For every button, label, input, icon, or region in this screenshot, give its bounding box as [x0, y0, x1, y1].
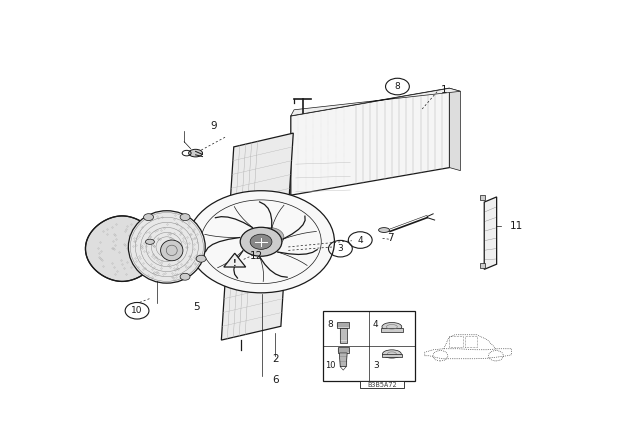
Text: 3: 3 [337, 244, 343, 253]
Text: !: ! [233, 258, 237, 267]
Text: 7: 7 [387, 233, 394, 243]
Ellipse shape [180, 214, 190, 220]
Text: 2: 2 [273, 354, 279, 364]
Circle shape [209, 195, 330, 280]
Polygon shape [221, 133, 293, 340]
Polygon shape [449, 88, 460, 171]
Text: B3B5A72: B3B5A72 [367, 382, 397, 388]
Ellipse shape [145, 239, 154, 244]
Text: 5: 5 [193, 302, 200, 312]
FancyBboxPatch shape [480, 263, 484, 268]
Ellipse shape [143, 214, 154, 220]
Text: 6: 6 [273, 375, 279, 385]
Text: 1: 1 [441, 85, 448, 95]
Text: 4: 4 [373, 320, 378, 329]
Text: 8: 8 [395, 82, 400, 91]
Polygon shape [291, 88, 449, 195]
Text: 10: 10 [131, 306, 143, 315]
Ellipse shape [161, 240, 183, 261]
Bar [338, 347, 349, 353]
Circle shape [250, 234, 272, 250]
Text: 3: 3 [373, 362, 379, 370]
Circle shape [256, 228, 284, 247]
Polygon shape [339, 353, 347, 366]
Ellipse shape [379, 228, 390, 233]
Text: 11: 11 [510, 221, 523, 231]
FancyBboxPatch shape [480, 195, 484, 200]
Ellipse shape [383, 350, 401, 358]
Ellipse shape [180, 273, 190, 280]
Polygon shape [224, 253, 246, 267]
Text: 9: 9 [211, 121, 217, 131]
Circle shape [240, 227, 282, 256]
Polygon shape [291, 88, 460, 116]
Bar [381, 328, 403, 332]
Text: 8: 8 [327, 320, 333, 329]
Ellipse shape [129, 211, 205, 283]
Bar [337, 322, 349, 328]
Text: 4: 4 [357, 236, 363, 245]
Text: 10: 10 [326, 362, 336, 370]
Polygon shape [340, 328, 347, 343]
Polygon shape [86, 216, 159, 281]
Ellipse shape [196, 255, 206, 262]
Polygon shape [484, 197, 497, 269]
Ellipse shape [382, 323, 402, 331]
Ellipse shape [189, 149, 202, 157]
Text: 12: 12 [250, 250, 262, 261]
Bar [360, 381, 404, 388]
Bar [382, 354, 402, 357]
Bar [323, 311, 415, 382]
Circle shape [188, 191, 335, 293]
